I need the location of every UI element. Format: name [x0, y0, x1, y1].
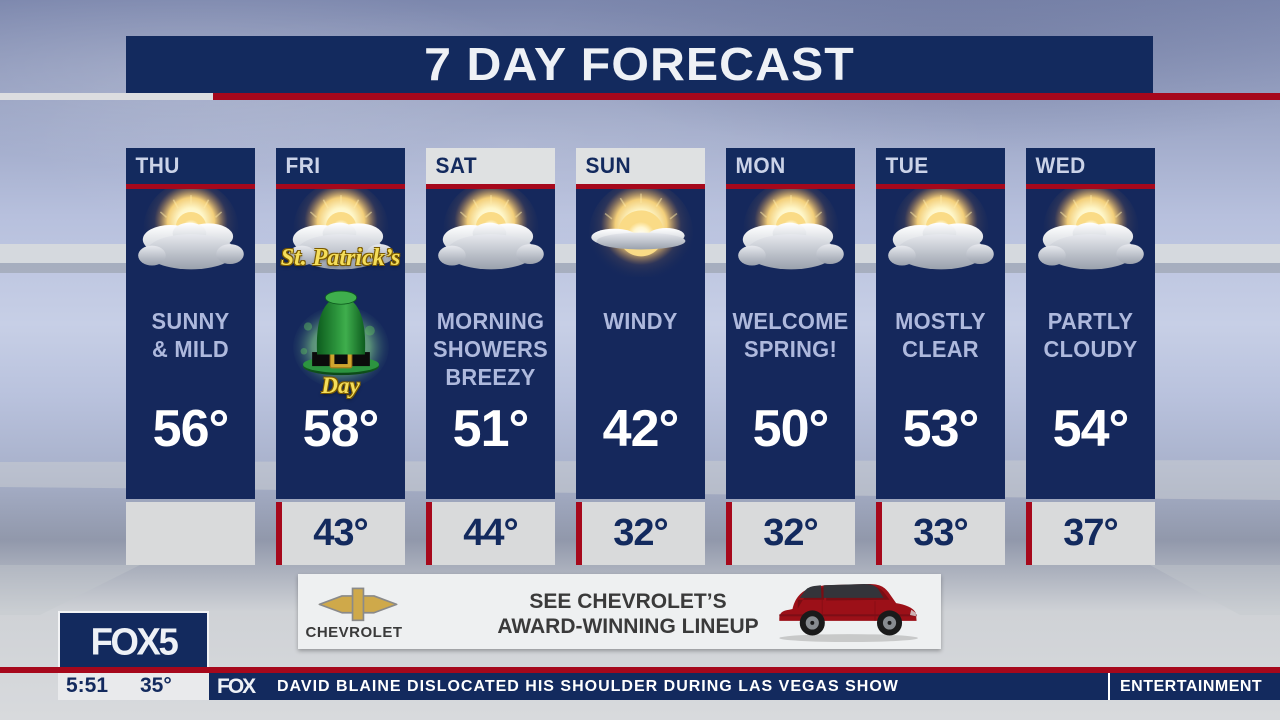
svg-text:AWARD-WINNING LINEUP: AWARD-WINNING LINEUP: [497, 615, 758, 638]
svg-text:CHEVROLET: CHEVROLET: [305, 624, 402, 641]
svg-text:SEE CHEVROLET’S: SEE CHEVROLET’S: [529, 590, 726, 613]
svg-text:FOX5: FOX5: [91, 620, 178, 663]
